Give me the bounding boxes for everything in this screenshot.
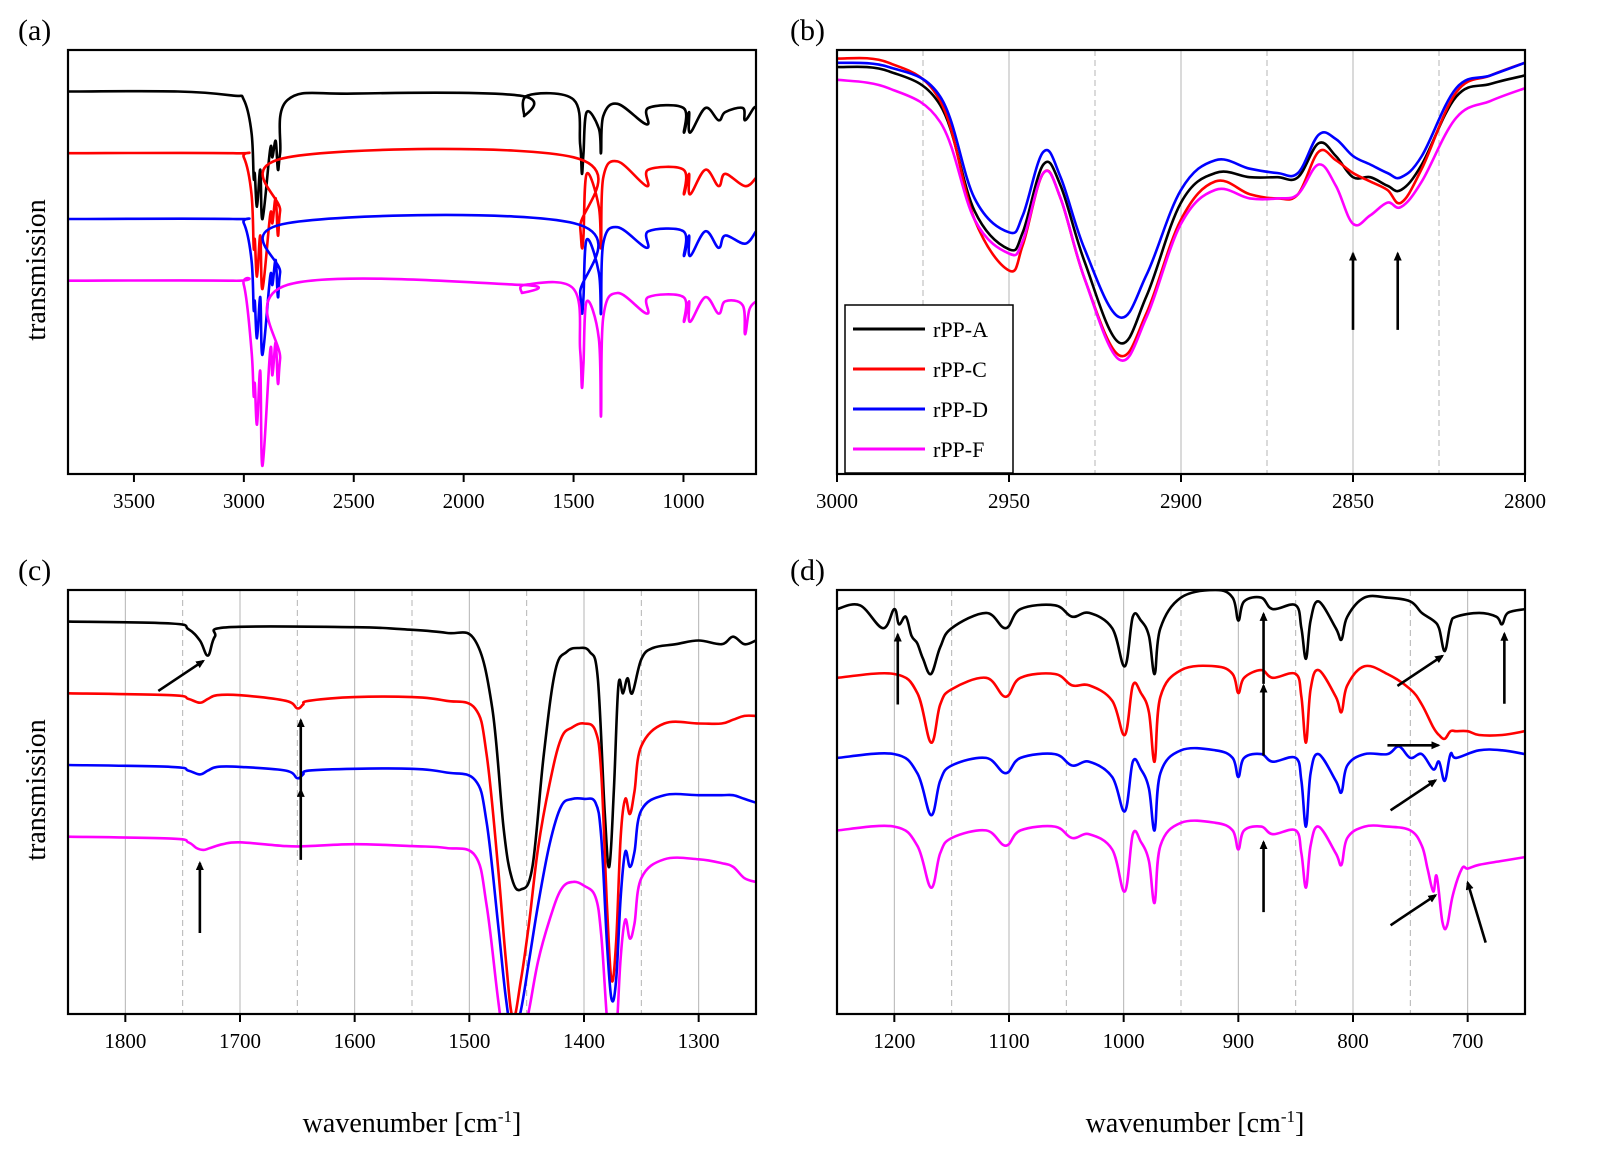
x-tick-label: 3000 bbox=[223, 489, 265, 513]
series-line-rpp-d bbox=[837, 745, 1525, 832]
series-group bbox=[837, 590, 1525, 931]
legend-label-rpp-a: rPP-A bbox=[933, 317, 988, 342]
panel-a: 3500 3000 2500 2000 1500 1000 (a) bbox=[18, 14, 758, 513]
panel-label: (a) bbox=[18, 14, 51, 47]
y-axis-label-bottom: transmission bbox=[21, 719, 52, 861]
series-line-rpp-f bbox=[68, 835, 756, 1014]
plot-frame bbox=[66, 48, 758, 476]
x-tick-label: 1300 bbox=[678, 1029, 720, 1053]
x-axis-label-left-end: ] bbox=[512, 1108, 521, 1139]
x-tick-label: 2900 bbox=[1160, 489, 1202, 513]
annotation-arrow bbox=[1389, 779, 1438, 812]
annotation-arrow bbox=[157, 659, 205, 693]
series-group bbox=[68, 89, 756, 468]
panel-c: 1800 1700 1600 1500 1400 1300 (c) bbox=[18, 554, 758, 1053]
x-tick-label: 1100 bbox=[988, 1029, 1029, 1053]
panel-label: (d) bbox=[790, 554, 825, 587]
series-line-rpp-f bbox=[837, 78, 1525, 362]
legend: rPP-A rPP-C rPP-D rPP-F bbox=[844, 304, 1014, 474]
series-line-rpp-f bbox=[68, 276, 756, 468]
annotation-arrow bbox=[1389, 894, 1438, 927]
x-tick-label: 1400 bbox=[563, 1029, 605, 1053]
x-tick-label: 1500 bbox=[448, 1029, 490, 1053]
x-tick-label: 3500 bbox=[113, 489, 155, 513]
x-tick-label: 2950 bbox=[988, 489, 1030, 513]
series-line-rpp-d bbox=[837, 61, 1525, 319]
x-axis-label-right: wavenumber [cm-1] bbox=[1086, 1107, 1305, 1139]
panel-label: (c) bbox=[18, 554, 51, 587]
x-axis-label-right-main: wavenumber [cm bbox=[1086, 1108, 1281, 1139]
series-line-rpp-a bbox=[68, 89, 756, 221]
x-tick-label: 2800 bbox=[1504, 489, 1546, 513]
series-line-rpp-c bbox=[837, 56, 1525, 358]
x-tick-label: 700 bbox=[1452, 1029, 1484, 1053]
x-axis-label-right-end: ] bbox=[1295, 1108, 1304, 1139]
panel-d: 1200 1100 1000 900 800 700 (d) bbox=[790, 554, 1527, 1053]
annotation-arrow bbox=[1465, 880, 1487, 943]
x-axis-label-left-main: wavenumber [cm bbox=[303, 1108, 498, 1139]
panel-label: (b) bbox=[790, 14, 825, 47]
x-tick-label: 900 bbox=[1223, 1029, 1255, 1053]
x-tick-label: 2000 bbox=[443, 489, 485, 513]
y-axis-label-top: transmission bbox=[21, 199, 52, 341]
x-tick-label: 3000 bbox=[816, 489, 858, 513]
series-line-rpp-c bbox=[837, 664, 1525, 764]
plot-frame bbox=[835, 588, 1527, 1016]
series-line-rpp-d bbox=[68, 213, 756, 357]
x-tick-label: 800 bbox=[1337, 1029, 1369, 1053]
x-axis-label-right-sup: -1 bbox=[1281, 1107, 1295, 1126]
series-group bbox=[837, 56, 1525, 362]
legend-label-rpp-f: rPP-F bbox=[933, 437, 984, 462]
plot-frame bbox=[66, 588, 758, 1016]
legend-label-rpp-c: rPP-C bbox=[933, 357, 987, 382]
series-line-rpp-a bbox=[68, 620, 756, 892]
x-tick-label: 2500 bbox=[333, 489, 375, 513]
series-line-rpp-a bbox=[837, 65, 1525, 345]
x-tick-label: 1200 bbox=[873, 1029, 915, 1053]
x-tick-label: 1500 bbox=[553, 489, 595, 513]
series-line-rpp-a bbox=[837, 590, 1525, 676]
x-axis-label-left-sup: -1 bbox=[498, 1107, 512, 1126]
x-tick-label: 1600 bbox=[334, 1029, 376, 1053]
series-line-rpp-f bbox=[837, 819, 1525, 931]
x-tick-label: 1000 bbox=[662, 489, 704, 513]
x-axis-label-left: wavenumber [cm-1] bbox=[303, 1107, 522, 1139]
series-line-rpp-c bbox=[68, 692, 756, 1014]
series-line-rpp-d bbox=[68, 763, 756, 1014]
x-tick-label: 1000 bbox=[1103, 1029, 1145, 1053]
series-group bbox=[68, 620, 756, 1014]
legend-box bbox=[844, 304, 1014, 474]
x-tick-label: 2850 bbox=[1332, 489, 1374, 513]
annotation-arrow bbox=[1396, 654, 1445, 687]
x-tick-label: 1800 bbox=[104, 1029, 146, 1053]
panel-b: 3000 2950 2900 2850 2800(b)rPP-ArPP-CrPP-DrP… bbox=[790, 14, 1546, 513]
legend-label-rpp-d: rPP-D bbox=[933, 397, 988, 422]
x-tick-label: 1700 bbox=[219, 1029, 261, 1053]
